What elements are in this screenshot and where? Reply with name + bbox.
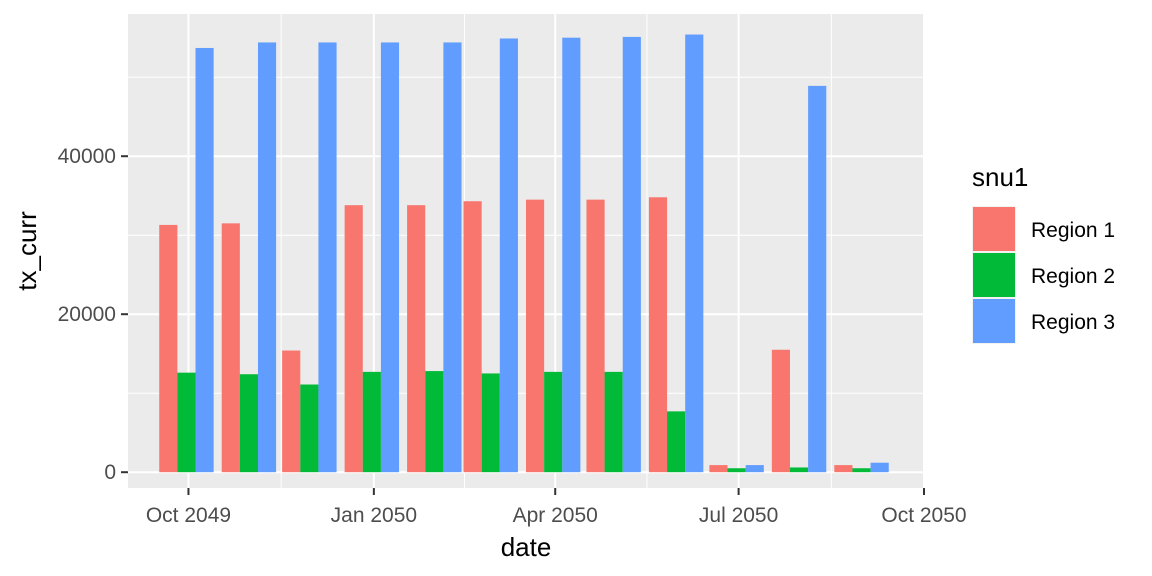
y-axis: 0 20000 40000: [58, 145, 128, 484]
bar: [221, 223, 240, 473]
bar: [526, 199, 545, 473]
bar: [667, 411, 686, 473]
bar: [425, 371, 444, 473]
legend-swatch: [973, 253, 1015, 297]
bar: [407, 205, 426, 473]
bar: [481, 373, 500, 473]
bar: [745, 465, 764, 473]
bar: [177, 372, 196, 473]
bar: [727, 468, 746, 473]
bar: [318, 42, 337, 473]
legend: snu1 Region 1 Region 2 Region 3: [972, 162, 1115, 344]
bar: [344, 205, 363, 473]
bar: [771, 349, 790, 473]
x-tick-label: Oct 2049: [146, 504, 231, 527]
y-axis-title: tx_curr: [12, 211, 42, 291]
legend-label: Region 2: [1031, 265, 1115, 288]
bar: [195, 47, 214, 473]
bar: [282, 350, 301, 473]
bar: [562, 37, 581, 473]
bar: [870, 462, 889, 473]
bar: [604, 371, 623, 473]
bar: [159, 224, 178, 473]
bar: [648, 197, 668, 473]
bar: [239, 374, 258, 473]
legend-label: Region 1: [1031, 219, 1115, 242]
y-tick-label: 40000: [58, 145, 116, 168]
bar: [586, 199, 605, 473]
bar: [544, 371, 563, 473]
x-tick-label: Oct 2050: [881, 504, 966, 527]
bar: [852, 468, 871, 473]
bar: [685, 34, 704, 473]
legend-swatch: [973, 207, 1015, 251]
bar: [834, 465, 853, 473]
bar: [257, 42, 277, 473]
x-tick-label: Apr 2050: [513, 504, 598, 527]
bar: [463, 201, 482, 473]
legend-title: snu1: [972, 162, 1028, 192]
bar: [443, 42, 462, 473]
bar: [808, 85, 827, 473]
bar: [499, 38, 518, 473]
bar: [622, 36, 641, 473]
bar: [789, 467, 809, 473]
x-tick-label: Jul 2050: [699, 504, 778, 527]
bars: [159, 34, 889, 473]
bar: [362, 371, 381, 473]
bar: [300, 384, 319, 473]
legend-label: Region 3: [1031, 311, 1115, 334]
legend-swatch: [973, 299, 1015, 343]
x-axis-title: date: [501, 532, 552, 562]
y-tick-label: 0: [104, 461, 116, 484]
y-tick-label: 20000: [58, 303, 116, 326]
bar: [709, 465, 728, 473]
x-axis: Oct 2049 Jan 2050 Apr 2050 Jul 2050 Oct 2050: [146, 488, 967, 527]
x-tick-label: Jan 2050: [331, 504, 417, 527]
bar: [380, 42, 400, 473]
